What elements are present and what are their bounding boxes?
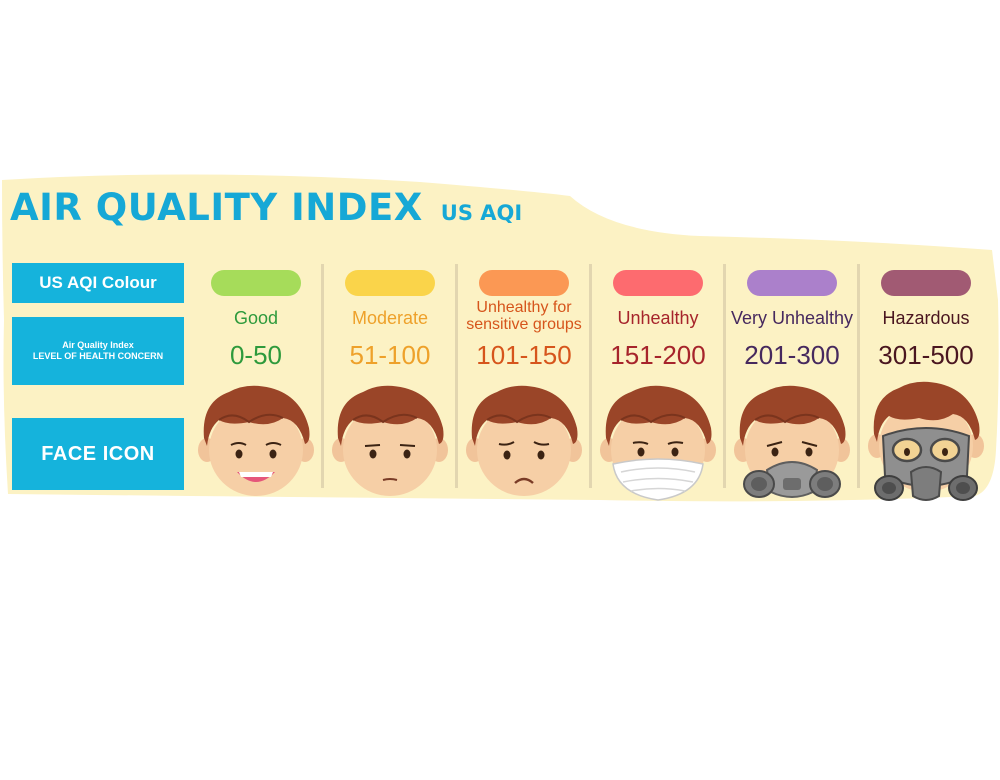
health-concern-label: Hazardous [882,308,970,328]
level-column-moderate: Moderate 51-100 [323,0,457,780]
aqi-color-swatch [881,270,971,296]
label-health-concern-line2: LEVEL OF HEALTH CONCERN [32,351,164,361]
label-aqi-colour-text: US AQI Colour [39,273,157,292]
column-divider [857,264,860,488]
aqi-range: 101-150 [476,340,572,370]
column-divider [589,264,592,488]
column-divider [455,264,458,488]
level-column-very-unhealthy: Very Unhealthy 201-300 [725,0,859,780]
health-concern-label: Unhealthy for sensitive groups [466,299,582,333]
aqi-color-swatch [211,270,301,296]
level-column-unhealthy: Unhealthy 151-200 [591,0,725,780]
health-concern-label: Moderate [351,308,429,328]
sad-face-icon [466,385,582,496]
column-divider [321,264,324,488]
aqi-color-swatch [479,270,569,296]
aqi-range: 151-200 [610,340,706,370]
happy-face-icon [198,385,314,496]
label-face-icon-text: FACE ICON [41,442,155,465]
health-concern-label: Very Unhealthy [730,308,854,328]
aqi-range: 301-500 [878,340,974,370]
health-concern-label: Unhealthy [617,308,699,328]
page-title: AIR QUALITY INDEX [10,186,423,229]
neutral-face-icon [332,385,448,496]
level-column-hazardous: Hazardous 301-500 [859,0,993,780]
respirator-mask-icon [734,385,850,498]
label-health-concern: Air Quality Index LEVEL OF HEALTH CONCER… [12,317,184,385]
level-column-unhealthy-sensitive: Unhealthy for sensitive groups 101-150 [457,0,591,780]
aqi-range: 201-300 [744,340,840,370]
title-row: AIR QUALITY INDEX US AQI [10,186,522,229]
aqi-color-swatch [747,270,837,296]
column-divider [723,264,726,488]
aqi-color-swatch [613,270,703,296]
aqi-color-swatch [345,270,435,296]
level-column-good: Good 0-50 [189,0,323,780]
gas-mask-icon [868,381,984,501]
aqi-range: 51-100 [349,340,431,370]
health-concern-label: Good [233,308,279,328]
page-subtitle: US AQI [440,201,523,225]
label-health-concern-line1: Air Quality Index [62,340,134,350]
face-mask-icon [600,385,716,501]
aqi-range: 0-50 [229,340,283,370]
label-aqi-colour: US AQI Colour [12,263,184,303]
label-face-icon: FACE ICON [12,418,184,490]
